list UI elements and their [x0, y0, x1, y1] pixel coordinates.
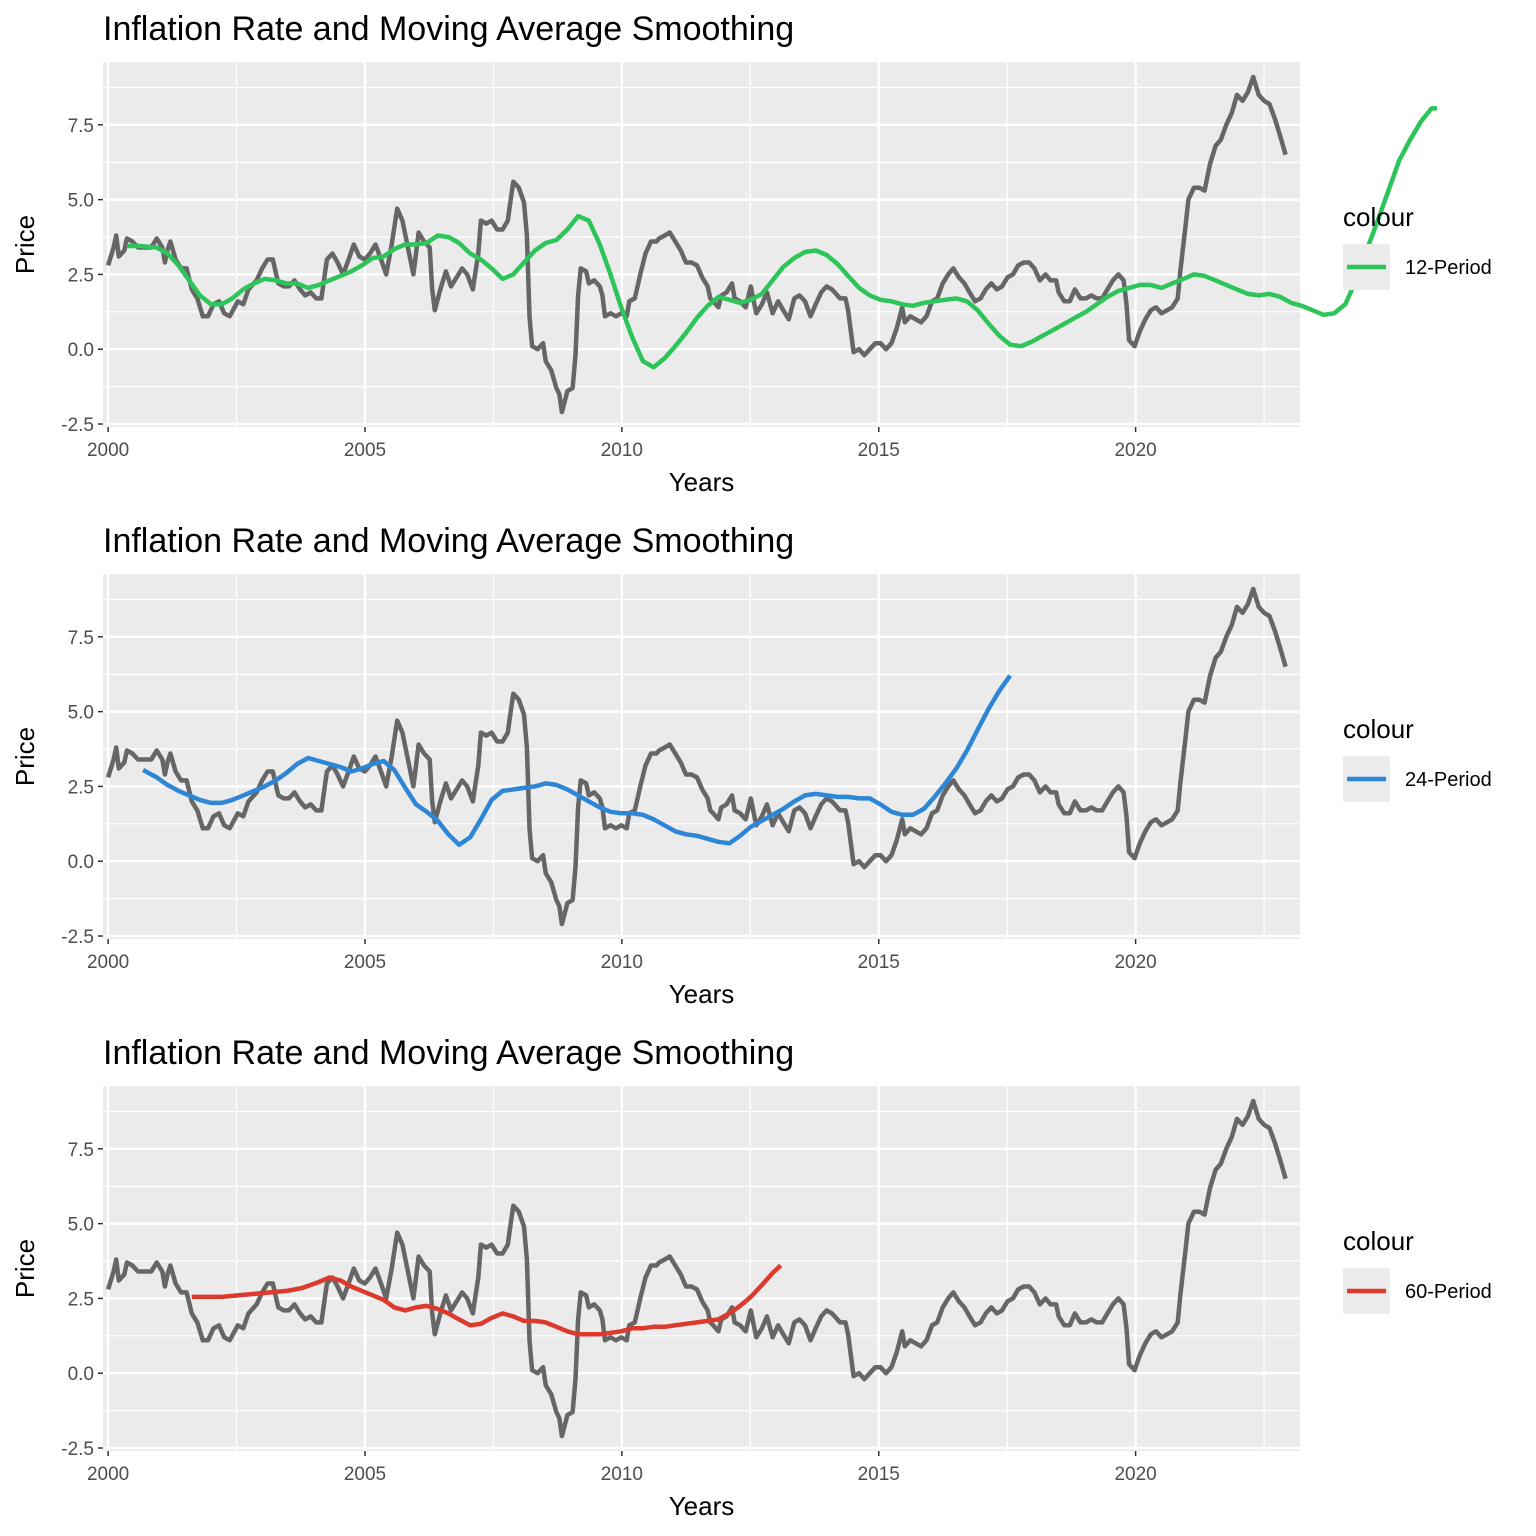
- x-tick-label: 2005: [344, 1464, 386, 1485]
- chart-panel-3: Inflation Rate and Moving Average Smooth…: [10, 1034, 1492, 1521]
- x-tick-label: 2015: [858, 440, 900, 461]
- chart-panel-2: Inflation Rate and Moving Average Smooth…: [10, 522, 1492, 1009]
- x-tick-label: 2005: [344, 952, 386, 973]
- series-line-moving-average: [142, 674, 1012, 848]
- y-tick-label: 2.5: [68, 1289, 94, 1310]
- x-tick-label: 2015: [858, 952, 900, 973]
- chart-panel-1: Inflation Rate and Moving Average Smooth…: [10, 10, 1492, 497]
- series-line-inflation: [105, 1098, 1288, 1439]
- x-tick-label: 2000: [87, 952, 129, 973]
- y-tick-label: 0.0: [68, 852, 94, 873]
- x-tick-label: 2015: [858, 1464, 900, 1485]
- y-tick-label: 7.5: [68, 1140, 94, 1161]
- x-axis-title: Years: [669, 1491, 735, 1521]
- x-tick-label: 2010: [601, 952, 643, 973]
- x-tick-label: 2000: [87, 1464, 129, 1485]
- legend-label: 12-Period: [1405, 257, 1492, 279]
- plot-background: [103, 1086, 1300, 1451]
- series-line-inflation: [105, 586, 1288, 927]
- legend-title: colour: [1343, 202, 1414, 232]
- y-tick-label: 2.5: [68, 777, 94, 798]
- y-axis-title: Price: [10, 727, 40, 786]
- x-tick-label: 2005: [344, 440, 386, 461]
- x-tick-label: 2010: [601, 1464, 643, 1485]
- plot-background: [103, 62, 1300, 427]
- y-axis-title: Price: [10, 1239, 40, 1298]
- legend-label: 24-Period: [1405, 769, 1492, 791]
- chart-title: Inflation Rate and Moving Average Smooth…: [103, 522, 794, 560]
- y-tick-label: 0.0: [68, 340, 94, 361]
- y-tick-label: 0.0: [68, 1364, 94, 1385]
- y-tick-label: 2.5: [68, 265, 94, 286]
- series-line-moving-average: [191, 1263, 783, 1337]
- y-axis-title: Price: [10, 215, 40, 274]
- x-tick-label: 2020: [1114, 1464, 1156, 1485]
- y-tick-label: 5.0: [68, 191, 94, 212]
- series-line-inflation: [105, 74, 1288, 415]
- legend-title: colour: [1343, 1226, 1414, 1256]
- legend-label: 60-Period: [1405, 1281, 1492, 1303]
- x-axis-title: Years: [669, 467, 735, 497]
- y-tick-label: 5.0: [68, 1215, 94, 1236]
- x-tick-label: 2000: [87, 440, 129, 461]
- x-axis-title: Years: [669, 979, 735, 1009]
- chart-title: Inflation Rate and Moving Average Smooth…: [103, 10, 794, 48]
- x-tick-label: 2010: [601, 440, 643, 461]
- y-tick-label: -2.5: [61, 927, 94, 948]
- y-tick-label: 5.0: [68, 703, 94, 724]
- x-tick-label: 2020: [1114, 440, 1156, 461]
- legend-title: colour: [1343, 714, 1414, 744]
- chart-title: Inflation Rate and Moving Average Smooth…: [103, 1034, 794, 1072]
- y-tick-label: 7.5: [68, 628, 94, 649]
- y-tick-label: -2.5: [61, 1439, 94, 1460]
- series-line-moving-average: [126, 106, 1437, 370]
- y-tick-label: -2.5: [61, 415, 94, 436]
- plot-background: [103, 574, 1300, 939]
- x-tick-label: 2020: [1114, 952, 1156, 973]
- y-tick-label: 7.5: [68, 116, 94, 137]
